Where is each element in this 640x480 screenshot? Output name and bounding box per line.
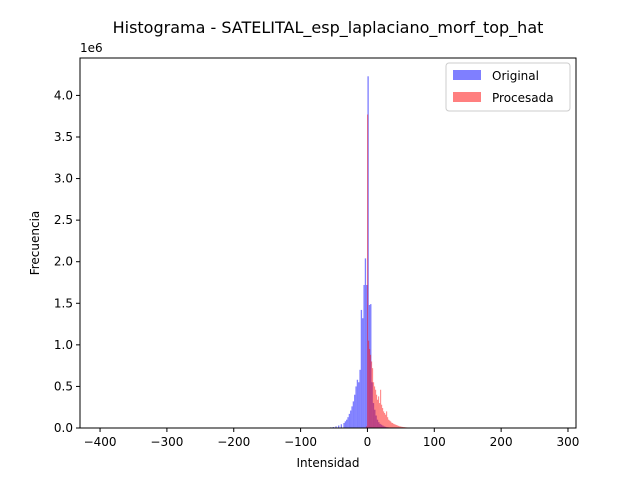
histogram-bar-original (344, 421, 347, 428)
y-offset-label: 1e6 (80, 41, 103, 55)
plot-frame (79, 57, 577, 429)
histogram-bar-original (356, 379, 359, 428)
histogram-bar-procesada (395, 424, 397, 428)
histogram-bar-procesada (392, 423, 394, 428)
histogram-bar-original (348, 413, 351, 428)
histogram-bar-procesada (370, 354, 372, 428)
legend-swatch-original (453, 70, 481, 80)
histogram-bar-original (346, 419, 348, 428)
histogram-bar-procesada (387, 417, 389, 428)
histogram-bar-procesada (375, 389, 377, 428)
histogram-bar-procesada (400, 426, 402, 428)
histogram-bar-procesada (376, 394, 378, 428)
histogram-bar-procesada (383, 411, 385, 428)
x-tick-label: −300 (150, 435, 183, 449)
y-tick-label: 2.0 (54, 255, 73, 269)
legend: Original Procesada (445, 62, 571, 112)
histogram-bar-original (355, 386, 357, 428)
histogram-bar-procesada (398, 425, 400, 428)
histogram-bar-procesada (386, 411, 388, 428)
histogram-bar-procesada (377, 399, 379, 428)
histogram-bar-procesada (378, 396, 380, 428)
y-axis-label: Frecuencia (28, 211, 42, 276)
x-tick-label: −200 (217, 435, 250, 449)
histogram-bar-original (358, 382, 360, 428)
histogram-bar-procesada (374, 386, 376, 428)
y-tick-label: 2.5 (54, 213, 73, 227)
histogram-bar-original (335, 426, 337, 428)
histogram-bar-original (363, 284, 365, 428)
x-tick-label: 300 (557, 435, 580, 449)
legend-label-original: Original (492, 69, 539, 83)
y-tick-label: 3.5 (54, 130, 73, 144)
histogram-bar-procesada (393, 423, 395, 428)
y-tick-label: 0.5 (54, 379, 73, 393)
histogram-bar-original (351, 406, 353, 428)
histogram-bar-procesada (399, 426, 401, 428)
histogram-bar-original (338, 425, 340, 428)
x-axis: −400 −300 −200 −100 0 100 200 300 (84, 428, 580, 449)
histogram-bar-procesada (382, 408, 384, 428)
chart-title: Histograma - SATELITAL_esp_laplaciano_mo… (113, 18, 544, 38)
histogram-bar-procesada (372, 368, 374, 428)
histogram-bar-procesada (384, 413, 386, 428)
histogram-bar-procesada (394, 424, 396, 428)
histogram-bar-original (360, 309, 363, 428)
histogram-bar-procesada (366, 426, 368, 428)
y-tick-label: 0.0 (54, 421, 73, 435)
histogram-bar-original (343, 423, 345, 428)
histogram-bar-original (366, 284, 368, 428)
histogram-bar-procesada (369, 349, 371, 428)
histogram-bar-procesada (380, 389, 382, 428)
histogram-bar-original (347, 417, 349, 428)
legend-swatch-procesada (453, 92, 481, 102)
y-tick-label: 1.0 (54, 338, 73, 352)
legend-label-procesada: Procesada (492, 91, 554, 105)
histogram-bar-procesada (368, 340, 370, 428)
x-tick-label: −100 (284, 435, 317, 449)
y-tick-label: 3.0 (54, 172, 73, 186)
histogram-bar-original (364, 258, 367, 428)
histogram-bar-procesada (388, 419, 390, 428)
x-tick-label: −400 (84, 435, 117, 449)
histogram-bar-procesada (381, 404, 383, 428)
y-axis: 0.0 0.5 1.0 1.5 2.0 2.5 3.0 3.5 4.0 (54, 88, 80, 435)
histogram-bar-original (362, 318, 364, 428)
y-tick-label: 4.0 (54, 88, 73, 102)
histogram-bar-procesada (401, 426, 403, 428)
histogram-bar-original (340, 424, 343, 428)
histogram-bar-procesada (367, 114, 369, 428)
histogram-bar-procesada (390, 421, 392, 428)
x-tick-label: 200 (490, 435, 513, 449)
histogram-bar-procesada (396, 425, 398, 428)
x-tick-label: 100 (423, 435, 446, 449)
histogram-bar-procesada (402, 426, 404, 428)
histogram-bar-procesada (391, 422, 393, 428)
histogram-bar-original (359, 369, 361, 428)
histogram-bar-original (350, 410, 352, 428)
histogram-bar-procesada (397, 425, 399, 428)
x-tick-label: 0 (364, 435, 372, 449)
histogram-bar-procesada (385, 414, 387, 428)
x-axis-label: Intensidad (296, 456, 359, 470)
histogram-bar-procesada (373, 382, 375, 428)
plot-area (327, 76, 413, 428)
histogram-bar-original (354, 394, 356, 428)
y-tick-label: 1.5 (54, 296, 73, 310)
histogram-bar-procesada (371, 361, 373, 428)
histogram-bar-procesada (379, 403, 381, 428)
histogram-bar-procesada (389, 420, 391, 428)
histogram-bar-original (352, 401, 355, 428)
